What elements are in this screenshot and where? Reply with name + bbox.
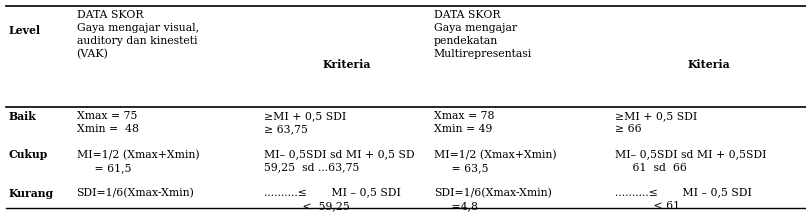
- Text: Baik: Baik: [9, 111, 36, 122]
- Text: MI– 0,5SDI sd MI + 0,5 SD
59,25  sd ...63,75: MI– 0,5SDI sd MI + 0,5 SD 59,25 sd ...63…: [264, 149, 415, 173]
- Text: Kriteria: Kriteria: [322, 59, 371, 70]
- Text: ..........≤       MI – 0,5 SDI
           <  59,25: ..........≤ MI – 0,5 SDI < 59,25: [264, 188, 401, 211]
- Text: Xmax = 75
Xmin =  48: Xmax = 75 Xmin = 48: [77, 111, 139, 134]
- Text: SDI=1/6(Xmax-Xmin)

     = 4,5: SDI=1/6(Xmax-Xmin) = 4,5: [77, 188, 194, 212]
- Text: MI– 0,5SDI sd MI + 0,5SDI
     61  sd  66: MI– 0,5SDI sd MI + 0,5SDI 61 sd 66: [615, 149, 767, 173]
- Text: Kurang: Kurang: [9, 188, 54, 199]
- Text: ..........≤       MI – 0,5 SDI
           < 61: ..........≤ MI – 0,5 SDI < 61: [615, 188, 752, 211]
- Text: Kiteria: Kiteria: [688, 59, 730, 70]
- Text: MI=1/2 (Xmax+Xmin)
     = 63,5: MI=1/2 (Xmax+Xmin) = 63,5: [434, 149, 556, 173]
- Text: ≥MI + 0,5 SDI
≥ 63,75: ≥MI + 0,5 SDI ≥ 63,75: [264, 111, 347, 134]
- Text: Cukup: Cukup: [9, 149, 48, 160]
- Text: Level: Level: [9, 25, 41, 36]
- Text: DATA SKOR
Gaya mengajar visual,
auditory dan kinesteti
(VAK): DATA SKOR Gaya mengajar visual, auditory…: [77, 10, 199, 60]
- Text: MI=1/2 (Xmax+Xmin)
     = 61,5: MI=1/2 (Xmax+Xmin) = 61,5: [77, 149, 199, 173]
- Text: SDI=1/6(Xmax-Xmin)
     =4,8: SDI=1/6(Xmax-Xmin) =4,8: [434, 188, 551, 211]
- Text: ≥MI + 0,5 SDI
≥ 66: ≥MI + 0,5 SDI ≥ 66: [615, 111, 697, 134]
- Text: Xmax = 78
Xmin = 49: Xmax = 78 Xmin = 49: [434, 111, 494, 134]
- Text: DATA SKOR
Gaya mengajar
pendekatan
Multirepresentasi: DATA SKOR Gaya mengajar pendekatan Multi…: [434, 10, 532, 59]
